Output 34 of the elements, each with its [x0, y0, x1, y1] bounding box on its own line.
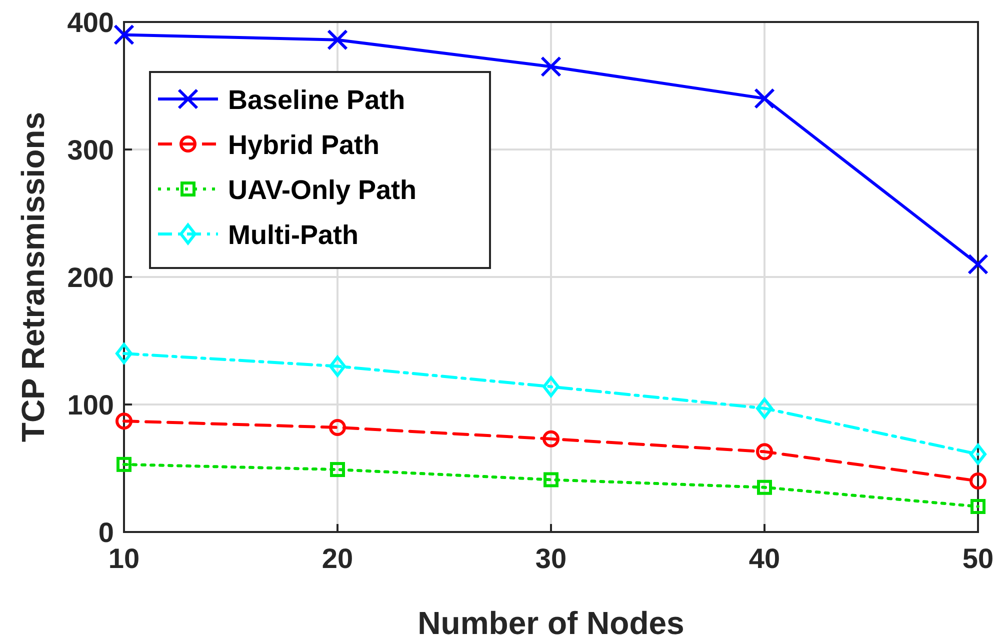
y-axis-title: TCP Retransmissions: [15, 112, 51, 442]
point: [970, 499, 986, 514]
y-tick-label: 400: [67, 7, 114, 38]
y-tick-label: 300: [67, 134, 114, 166]
point: [754, 88, 775, 109]
point: [116, 412, 132, 430]
point: [756, 398, 773, 419]
point: [756, 443, 773, 460]
y-tick-label: 100: [67, 390, 114, 420]
point: [542, 430, 560, 448]
point: [968, 254, 988, 275]
point: [114, 24, 134, 46]
point: [542, 376, 560, 398]
point: [329, 418, 346, 436]
point: [970, 472, 986, 490]
point: [327, 29, 348, 50]
x-tick-label: 50: [962, 543, 994, 574]
point: [757, 480, 772, 495]
point: [116, 456, 132, 472]
x-tick-label: 20: [322, 543, 354, 574]
point: [540, 56, 562, 78]
point: [116, 343, 132, 364]
x-tick-label: 30: [535, 543, 567, 574]
y-tick-label: 200: [67, 262, 114, 293]
point: [329, 356, 346, 377]
legend-label: Multi-Path: [228, 220, 358, 250]
legend-label: UAV-Only Path: [228, 175, 417, 205]
point: [544, 472, 558, 488]
point: [330, 462, 345, 478]
x-tick-label: 40: [748, 543, 780, 574]
legend-label: Baseline Path: [228, 85, 406, 115]
point: [970, 444, 986, 465]
x-axis-title: Number of Nodes: [418, 605, 684, 639]
legend-label: Hybrid Path: [228, 130, 380, 160]
